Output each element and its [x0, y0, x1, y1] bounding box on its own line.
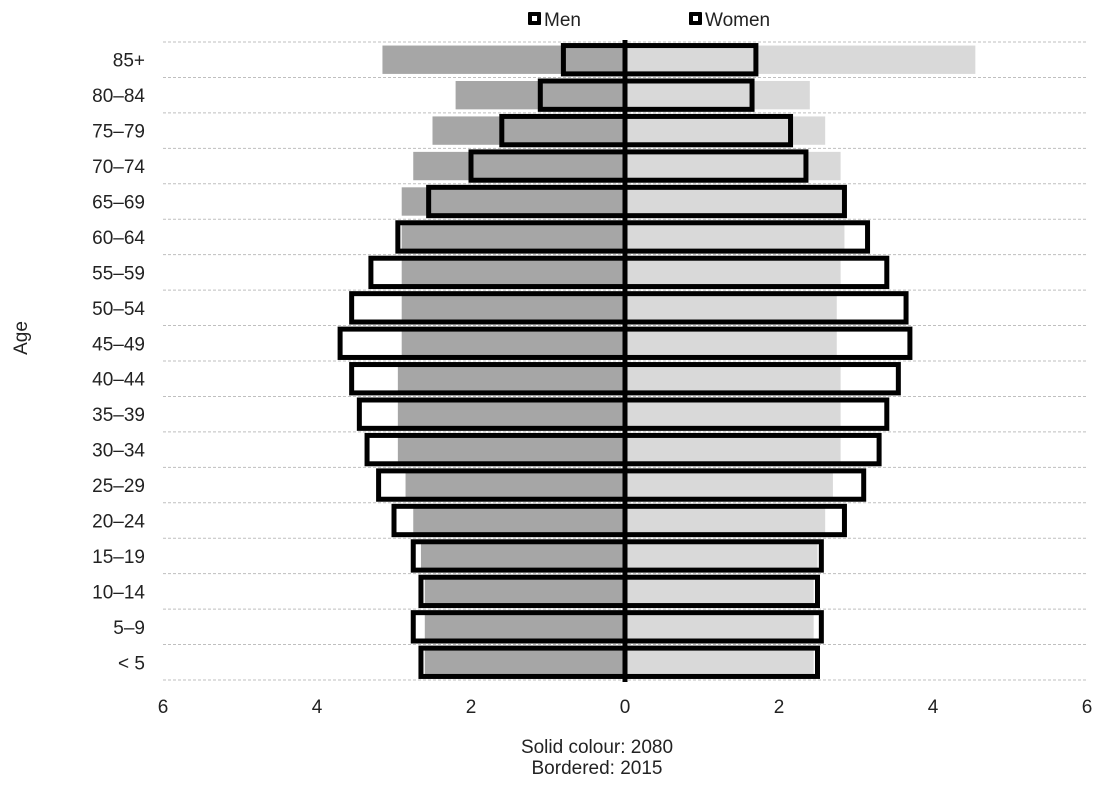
age-tick-label: 85+ [113, 51, 145, 72]
age-tick-label: 20–24 [92, 512, 145, 533]
men-solid-bar [432, 116, 625, 145]
solid-bars-layer [382, 45, 976, 677]
men-solid-bar [420, 541, 625, 571]
age-tick-label: 80–84 [92, 86, 145, 107]
men-solid-bar [401, 258, 625, 287]
men-solid-bar [397, 364, 625, 393]
age-tick-label: 15–19 [92, 547, 145, 568]
x-tick-label: 4 [928, 697, 939, 718]
axis-layer: < 5 5–9 10–14 15–19 20–24 25–29 30–34 35–39 40–4… [11, 40, 1092, 779]
age-tick-label: 35–39 [92, 405, 145, 426]
age-tick-label: 25–29 [92, 476, 145, 497]
women-solid-bar [625, 293, 837, 323]
age-tick-label: 45–49 [92, 334, 145, 355]
women-solid-bar [625, 470, 833, 500]
legend: Men Women [528, 10, 770, 31]
caption-line: Bordered: 2015 [532, 758, 663, 779]
men-solid-bar [413, 506, 625, 535]
women-solid-bar [625, 364, 841, 393]
age-tick-label: < 5 [118, 653, 145, 674]
legend-label: Women [705, 10, 770, 31]
x-tick-label: 6 [158, 697, 169, 718]
caption-line: Solid colour: 2080 [521, 737, 673, 758]
age-tick-label: 60–64 [92, 228, 145, 249]
men-solid-bar [405, 470, 625, 500]
men-solid-bar [401, 222, 625, 252]
x-tick-label: 2 [774, 697, 785, 718]
x-tick-label: 6 [1082, 697, 1093, 718]
women-solid-bar [625, 258, 841, 287]
legend-item-women: Women [689, 10, 770, 31]
men-solid-bar [401, 187, 625, 216]
legend-swatch-inner [532, 16, 537, 21]
legend-item-men: Men [528, 10, 581, 31]
women-solid-bar [625, 506, 826, 535]
women-solid-bar [625, 648, 814, 677]
age-tick-label: 75–79 [92, 122, 145, 143]
men-solid-bar [424, 648, 625, 677]
age-tick-label: 10–14 [92, 582, 145, 603]
age-tick-label: 50–54 [92, 299, 145, 320]
x-tick-label: 4 [312, 697, 323, 718]
men-solid-bar [397, 435, 625, 464]
men-solid-bar [401, 329, 625, 358]
age-tick-label: 40–44 [92, 370, 145, 391]
age-tick-label: 70–74 [92, 157, 145, 178]
women-solid-bar [625, 329, 837, 358]
y-axis-title: Age [11, 321, 32, 355]
women-solid-bar [625, 187, 845, 216]
legend-swatch-inner [693, 16, 698, 21]
men-solid-bar [382, 45, 625, 74]
men-solid-bar [401, 293, 625, 323]
legend-label: Men [544, 10, 581, 31]
women-solid-bar [625, 80, 810, 110]
women-solid-bar [625, 399, 841, 429]
women-solid-bar [625, 435, 841, 464]
women-solid-bar [625, 541, 818, 571]
x-tick-label: 0 [620, 697, 631, 718]
age-tick-label: 5–9 [113, 618, 145, 639]
women-solid-bar [625, 45, 976, 74]
men-solid-bar [413, 151, 625, 181]
age-tick-label: 30–34 [92, 441, 145, 462]
women-solid-bar [625, 612, 814, 642]
women-solid-bar [625, 222, 845, 252]
age-tick-label: 65–69 [92, 193, 145, 214]
women-solid-bar [625, 116, 826, 145]
men-solid-bar [424, 612, 625, 642]
x-tick-label: 2 [466, 697, 477, 718]
men-solid-bar [424, 577, 625, 606]
age-tick-label: 55–59 [92, 263, 145, 284]
men-solid-bar [397, 399, 625, 429]
women-solid-bar [625, 577, 814, 606]
